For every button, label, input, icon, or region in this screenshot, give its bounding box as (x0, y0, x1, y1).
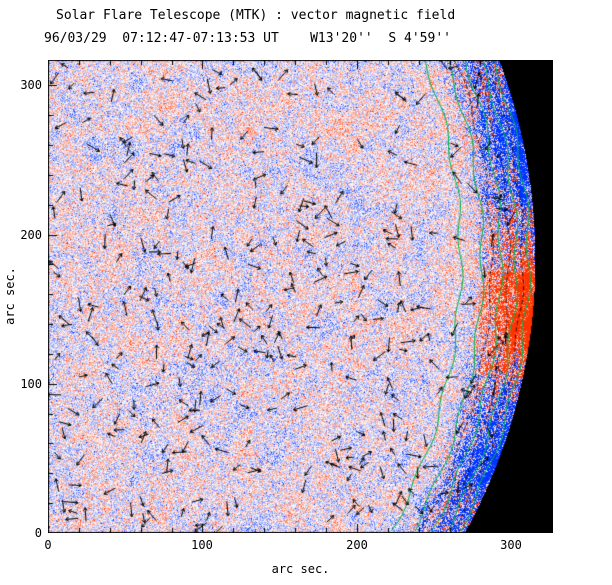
y-tick-label: 0 (34, 526, 42, 540)
y-tick-label: 100 (20, 377, 42, 391)
magnetogram-canvas (48, 60, 553, 533)
y-tick-label: 200 (20, 228, 42, 242)
x-tick-label: 100 (191, 538, 213, 552)
x-tick-label: 200 (346, 538, 368, 552)
x-tick-label: 0 (44, 538, 52, 552)
x-axis-title: arc sec. (271, 562, 330, 576)
plot-title: Solar Flare Telescope (MTK) : vector mag… (56, 8, 456, 23)
y-tick-label: 300 (20, 78, 42, 92)
x-tick-label: 300 (500, 538, 522, 552)
plot-subtitle: 96/03/29 07:12:47-07:13:53 UT W13'20'' S… (44, 31, 451, 46)
y-axis-title: arc sec. (3, 267, 17, 325)
